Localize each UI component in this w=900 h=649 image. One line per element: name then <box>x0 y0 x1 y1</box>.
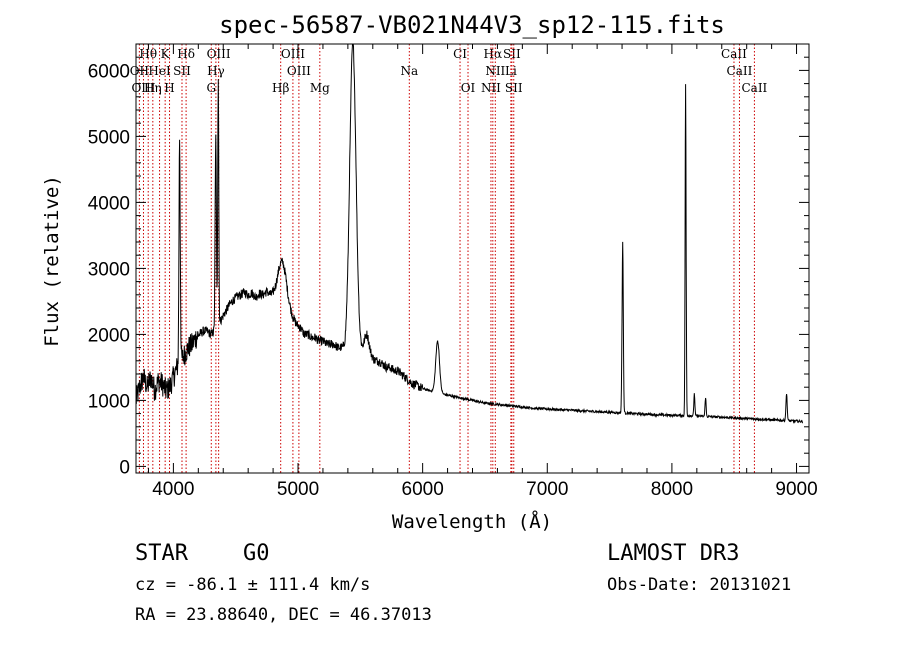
spectral-line-label: H <box>164 81 174 95</box>
spectral-line-label: OIII <box>131 81 155 95</box>
plot-frame <box>135 43 810 474</box>
spectral-line-label: K <box>161 47 171 61</box>
obs-date: Obs-Date: 20131021 <box>607 575 791 595</box>
spectral-line-label: Mg <box>310 81 330 95</box>
x-tick-label: 4000 <box>152 479 194 500</box>
y-tick-label: 0 <box>119 457 130 478</box>
x-tick-label: 6000 <box>402 479 444 500</box>
y-tick-label: 2000 <box>88 325 130 346</box>
spectral-line-label: Hθ <box>139 47 157 61</box>
flux-line <box>135 43 804 467</box>
spectral-line-label: HeI <box>148 64 171 78</box>
x-tick-label: 7000 <box>526 479 568 500</box>
spectral-line-label: OI <box>461 81 476 95</box>
cz-value: cz = -86.1 ± 111.4 km/s <box>135 575 370 595</box>
spectral-line-label: Hβ <box>272 81 289 95</box>
x-tick-label: 9000 <box>775 479 817 500</box>
spectral-line-label: OII <box>130 64 150 78</box>
y-tick-label: 4000 <box>88 193 130 214</box>
object-class: STAR <box>135 541 189 566</box>
spectral-line-label: NII <box>485 64 505 78</box>
spectral-line-label: OIII <box>207 47 231 61</box>
chart-title: spec-56587-VB021N44V3_sp12-115.fits <box>219 11 725 39</box>
spectral-line-label: CI <box>453 47 467 61</box>
spectral-line-label: Hδ <box>177 47 195 61</box>
coordinates: RA = 23.88640, DEC = 46.37013 <box>135 605 432 625</box>
spectral-line-label: SII <box>173 64 191 78</box>
y-tick-label: 6000 <box>88 61 130 82</box>
spectral-line-label: G <box>206 81 216 95</box>
spectral-line-label: SII <box>503 47 521 61</box>
spectral-line-label: Li <box>505 64 517 78</box>
x-axis-label: Wavelength (Å) <box>392 510 552 533</box>
spectral-line-label: Hη <box>144 81 162 95</box>
y-tick-label: 5000 <box>88 127 130 148</box>
survey-name: LAMOST DR3 <box>607 541 739 566</box>
object-subclass: G0 <box>243 541 270 566</box>
y-axis-label: Flux (relative) <box>41 175 63 347</box>
spectral-line-label: Na <box>400 64 418 78</box>
spectral-line-label: Hα <box>484 47 503 61</box>
spectral-line-label: OIII <box>281 47 305 61</box>
spectral-line-label: CaII <box>727 64 753 78</box>
spectral-line-label: OIII <box>287 64 311 78</box>
spectral-line-label: NII <box>481 81 501 95</box>
x-tick-label: 8000 <box>651 479 693 500</box>
spectral-line-label: CaII <box>721 47 747 61</box>
y-tick-label: 3000 <box>88 259 130 280</box>
x-tick-label: 5000 <box>277 479 319 500</box>
spectral-line-label: Hγ <box>207 64 225 78</box>
spectral-line-label: SII <box>505 81 523 95</box>
y-tick-label: 1000 <box>88 391 130 412</box>
spectral-line-label: CaII <box>741 81 767 95</box>
